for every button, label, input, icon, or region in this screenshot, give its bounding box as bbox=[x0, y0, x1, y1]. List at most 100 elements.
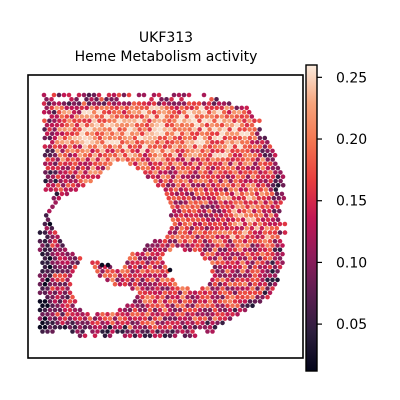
spot bbox=[58, 161, 63, 167]
spot bbox=[197, 230, 203, 235]
spot bbox=[247, 230, 253, 235]
spot bbox=[111, 92, 117, 98]
spot bbox=[82, 144, 88, 149]
spot bbox=[75, 260, 80, 266]
spot bbox=[263, 170, 268, 175]
spot bbox=[70, 269, 75, 274]
spot bbox=[144, 122, 150, 128]
spot bbox=[52, 144, 58, 149]
spot bbox=[45, 243, 50, 248]
spot bbox=[119, 122, 125, 128]
spot bbox=[181, 101, 187, 106]
spot bbox=[253, 178, 258, 184]
spot bbox=[73, 178, 78, 184]
spot bbox=[215, 312, 220, 317]
spot bbox=[40, 251, 45, 257]
spot bbox=[190, 140, 195, 145]
spot bbox=[162, 144, 168, 149]
spot bbox=[55, 148, 60, 154]
spot bbox=[208, 200, 213, 205]
spot bbox=[157, 299, 163, 304]
spot bbox=[209, 122, 215, 128]
spot bbox=[228, 187, 234, 192]
spot bbox=[74, 105, 79, 111]
spot bbox=[250, 157, 255, 162]
spot bbox=[259, 226, 265, 231]
spot bbox=[249, 191, 255, 197]
spot bbox=[207, 247, 213, 253]
spot bbox=[55, 174, 61, 179]
spot bbox=[50, 243, 55, 248]
spot bbox=[37, 247, 43, 253]
spot bbox=[127, 333, 133, 339]
spot bbox=[129, 114, 135, 119]
spot bbox=[245, 260, 250, 266]
spot bbox=[115, 312, 120, 317]
spot bbox=[135, 286, 140, 291]
spot bbox=[245, 303, 250, 309]
spot bbox=[62, 247, 68, 253]
spot bbox=[228, 161, 233, 167]
spot bbox=[107, 144, 113, 149]
spot bbox=[215, 277, 220, 283]
spot bbox=[268, 178, 273, 184]
spot bbox=[120, 148, 125, 154]
spot bbox=[210, 312, 215, 317]
spot bbox=[213, 213, 219, 218]
spot bbox=[237, 144, 243, 149]
spot bbox=[224, 105, 229, 111]
spot bbox=[80, 157, 85, 162]
spot bbox=[110, 320, 115, 326]
spot bbox=[47, 273, 53, 278]
spot bbox=[198, 213, 204, 218]
spot bbox=[137, 256, 143, 261]
spot bbox=[238, 161, 243, 167]
spot bbox=[57, 152, 63, 158]
spot bbox=[77, 316, 83, 321]
spot bbox=[209, 105, 214, 111]
spot bbox=[154, 131, 160, 136]
spot bbox=[169, 191, 175, 197]
spot bbox=[121, 109, 127, 115]
spot bbox=[272, 208, 277, 214]
spot bbox=[220, 140, 225, 145]
spot bbox=[120, 312, 125, 317]
spot bbox=[153, 178, 158, 184]
spot bbox=[195, 183, 201, 188]
spot bbox=[190, 165, 196, 171]
spot bbox=[173, 213, 179, 218]
spot bbox=[192, 307, 198, 313]
spot bbox=[207, 299, 213, 304]
spot bbox=[152, 127, 157, 132]
spot bbox=[52, 256, 58, 261]
spot bbox=[152, 316, 158, 321]
spot bbox=[155, 260, 160, 266]
spot bbox=[275, 277, 280, 283]
spot bbox=[76, 92, 82, 98]
spot bbox=[212, 290, 218, 296]
spot bbox=[255, 286, 260, 291]
spot bbox=[248, 200, 253, 205]
spot bbox=[45, 165, 51, 171]
spot bbox=[232, 127, 237, 132]
spot bbox=[42, 247, 48, 253]
spot bbox=[267, 221, 273, 227]
spot bbox=[200, 312, 205, 317]
spot bbox=[255, 157, 260, 162]
spot bbox=[60, 303, 65, 309]
spot bbox=[45, 286, 50, 291]
spot bbox=[97, 152, 103, 158]
spot bbox=[140, 294, 145, 300]
spot bbox=[60, 269, 65, 274]
spot bbox=[230, 217, 236, 222]
spot bbox=[230, 286, 235, 291]
spot bbox=[213, 200, 218, 205]
spot bbox=[249, 226, 255, 231]
spot bbox=[42, 264, 48, 270]
spot bbox=[225, 157, 230, 162]
spot bbox=[193, 178, 198, 184]
spot bbox=[232, 230, 238, 235]
spot bbox=[270, 204, 275, 210]
spot bbox=[102, 127, 107, 132]
spot bbox=[244, 131, 250, 136]
